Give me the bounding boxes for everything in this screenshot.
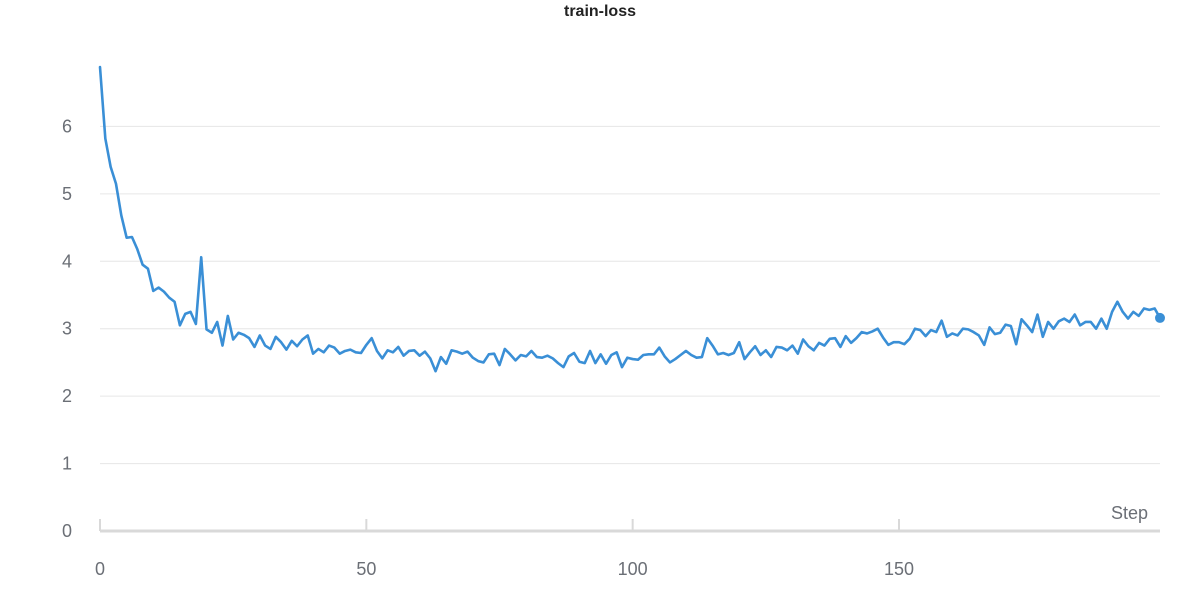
y-tick-label-4: 4 xyxy=(62,251,72,271)
series-last-point-0 xyxy=(1155,312,1165,323)
y-tick-label-3: 3 xyxy=(62,319,72,339)
x-tick-label-150: 150 xyxy=(884,559,914,579)
x-tick-label-100: 100 xyxy=(618,559,648,579)
x-tick-layer: 0 50 100 150 xyxy=(95,559,914,579)
y-tick-label-0: 0 xyxy=(62,521,72,541)
y-tick-label-5: 5 xyxy=(62,184,72,204)
axis-layer xyxy=(99,519,1160,533)
y-tick-label-2: 2 xyxy=(62,386,72,406)
series-layer xyxy=(98,65,1165,373)
x-tick-label-50: 50 xyxy=(356,559,376,579)
grid-layer xyxy=(100,125,1160,465)
series-line-0 xyxy=(98,65,1162,373)
y-tick-label-6: 6 xyxy=(62,116,72,136)
x-axis-label: Step xyxy=(1111,503,1148,523)
y-tick-layer: 0 1 2 3 4 5 6 xyxy=(62,116,72,541)
y-tick-label-1: 1 xyxy=(62,454,72,474)
chart-title: train-loss xyxy=(564,3,636,20)
x-tick-label-0: 0 xyxy=(95,559,105,579)
